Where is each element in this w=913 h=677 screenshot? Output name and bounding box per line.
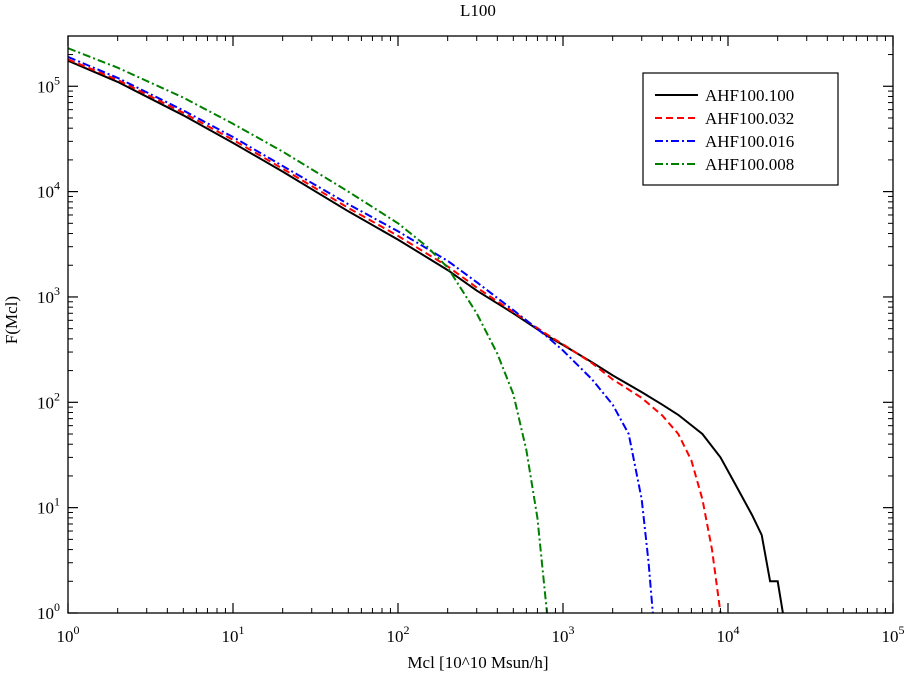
legend-box: [642, 72, 839, 186]
series-line-2: [67, 58, 722, 614]
legend-label-3: AHF100.016: [705, 132, 794, 151]
legend-label-2: AHF100.032: [705, 109, 794, 128]
series-line-4: [67, 47, 548, 614]
chart-title: L100: [460, 1, 496, 20]
x-tick-label-5: 105: [882, 623, 905, 646]
ticks-layer: 100 101 102 103 104 105 100 101 102 103 104 105: [37, 35, 905, 646]
y-tick-label-5: 105: [37, 73, 60, 96]
series-line-3: [67, 55, 654, 614]
x-tick-label-2: 102: [387, 623, 410, 646]
y-axis-label: F(Mcl): [2, 296, 21, 344]
plot-frame: [67, 35, 894, 614]
y-tick-label-3: 103: [37, 284, 60, 307]
y-tick-label-1: 101: [37, 495, 60, 518]
legend-label-4: AHF100.008: [705, 155, 794, 174]
x-tick-label-0: 100: [57, 623, 80, 646]
x-axis-label: Mcl [10^10 Msun/h]: [407, 653, 548, 672]
y-tick-label-4: 104: [37, 179, 60, 202]
x-tick-label-1: 101: [222, 623, 245, 646]
y-tick-label-0: 100: [37, 600, 60, 623]
y-tick-label-2: 102: [37, 389, 60, 412]
x-tick-label-4: 104: [717, 623, 740, 646]
x-tick-label-3: 103: [552, 623, 575, 646]
legend: AHF100.100 AHF100.032 AHF100.016 AHF100.008: [642, 72, 839, 186]
series-layer: [67, 47, 784, 614]
legend-label-1: AHF100.100: [705, 86, 794, 105]
